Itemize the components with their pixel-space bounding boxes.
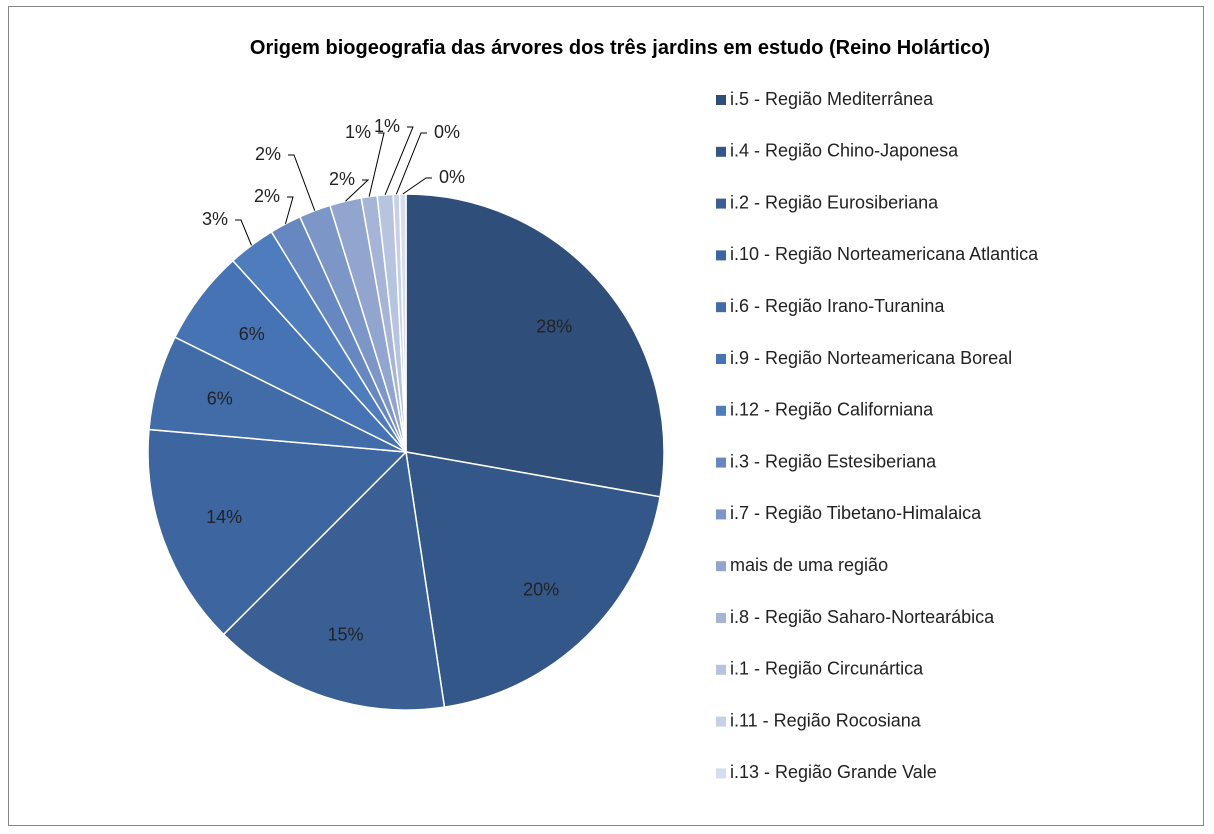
pie-slice (405, 193, 665, 498)
legend-swatch (716, 95, 726, 105)
legend-swatch (716, 405, 726, 416)
data-label: 0% (439, 167, 465, 187)
data-label: 1% (345, 122, 371, 142)
legend-label: i.3 - Região Estesiberiana (730, 451, 937, 471)
legend-swatch (716, 716, 726, 727)
data-label: 3% (202, 209, 228, 229)
data-label: 15% (328, 625, 364, 645)
data-label: 2% (329, 169, 355, 189)
legend-swatch (716, 354, 726, 364)
chart-title: Origem biogeografia das árvores dos três… (249, 37, 991, 59)
data-label: 6% (239, 324, 265, 344)
data-label: 2% (255, 144, 281, 164)
data-label: 6% (207, 388, 233, 408)
legend-swatch (716, 302, 726, 313)
legend-label: i.6 - Região Irano-Turanina (730, 296, 945, 316)
leader-line (235, 219, 252, 246)
legend-swatch (716, 250, 726, 261)
legend-label: i.11 - Região Rocosiana (730, 710, 922, 730)
data-label: 2% (254, 186, 280, 206)
pie-slice (147, 428, 408, 636)
legend-label: i.7 - Região Tibetano-Himalaica (730, 503, 982, 523)
legend-swatch (716, 561, 726, 572)
data-label: 28% (536, 316, 572, 336)
leader-line (284, 196, 294, 225)
pie-slice (405, 451, 661, 708)
legend-label: i.10 - Região Norteamericana Atlantica (730, 244, 1039, 264)
legend-swatch (716, 146, 726, 157)
data-label: 1% (374, 116, 400, 136)
legend-swatch (716, 664, 726, 675)
leader-line (395, 132, 427, 195)
legend-label: i.1 - Região Circunártica (730, 659, 924, 679)
legend-label: i.8 - Região Saharo-Nortearábica (730, 607, 995, 627)
data-label: 20% (523, 579, 559, 599)
leader-line (288, 154, 316, 211)
chart-frame (8, 6, 1204, 826)
pie-slice (222, 450, 446, 711)
legend-swatch (716, 198, 726, 209)
legend-label: mais de uma região (730, 555, 888, 575)
leader-line (368, 132, 385, 197)
legend-swatch (716, 613, 726, 623)
legend-swatch (716, 509, 726, 520)
legend-label: i.12 - Região Californiana (730, 400, 934, 420)
data-label: 14% (206, 507, 242, 527)
legend-swatch (716, 768, 726, 779)
data-label: 0% (434, 122, 460, 142)
legend-label: i.5 - Região Mediterrânea (730, 89, 934, 109)
legend-label: i.9 - Região Norteamericana Boreal (730, 348, 1012, 368)
legend-label: i.2 - Região Eurosiberiana (730, 192, 939, 212)
legend-label: i.4 - Região Chino-Japonesa (730, 141, 959, 161)
legend-label: i.13 - Região Grande Vale (730, 762, 937, 782)
leader-line (402, 177, 432, 195)
leader-line (384, 126, 414, 196)
legend-swatch (716, 457, 726, 468)
leader-line (345, 179, 370, 202)
